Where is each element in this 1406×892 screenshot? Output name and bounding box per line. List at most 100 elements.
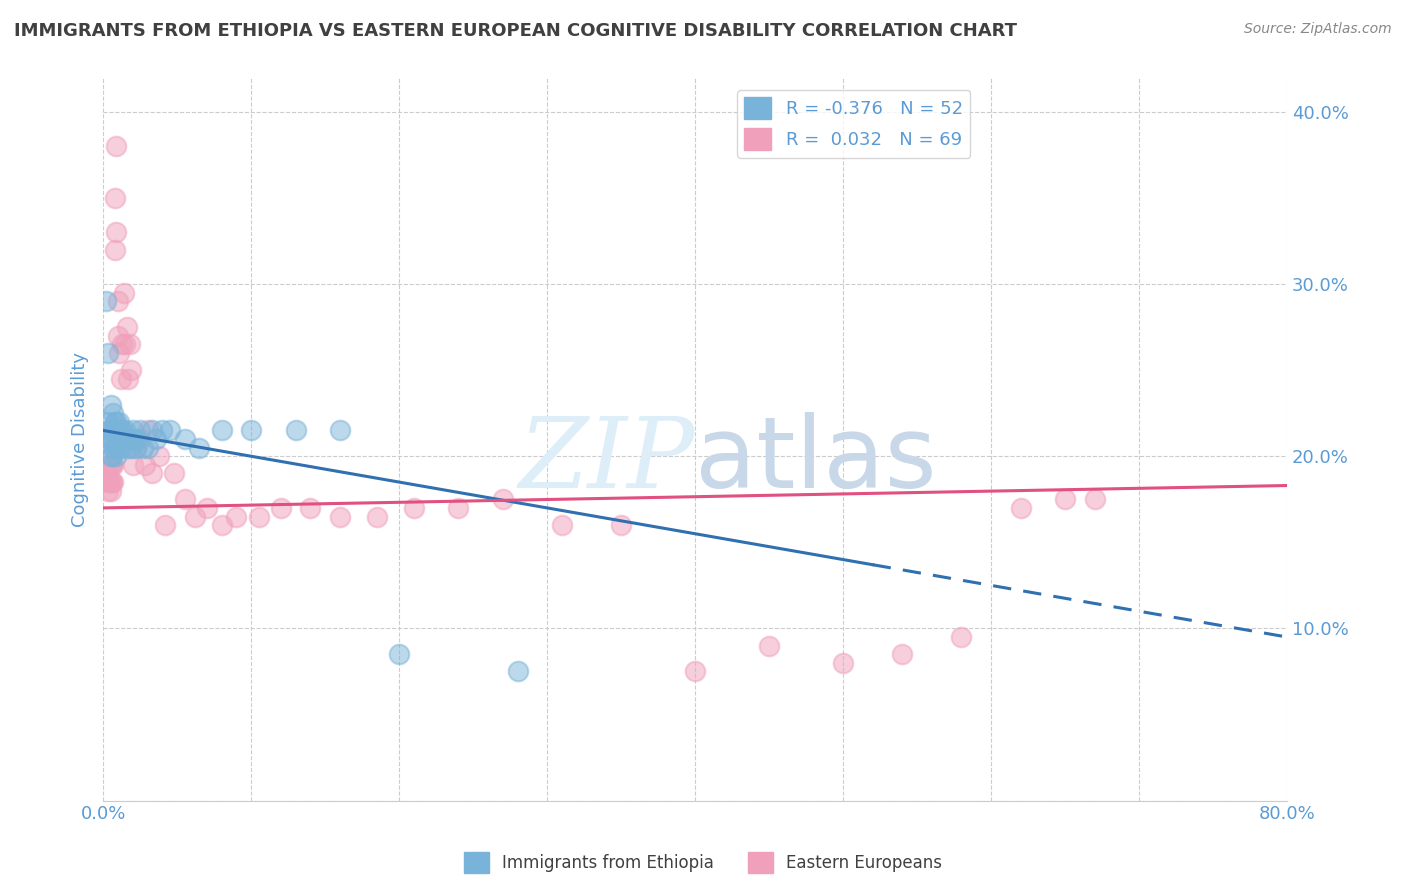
Point bbox=[329, 424, 352, 438]
Point bbox=[120, 441, 142, 455]
Text: IMMIGRANTS FROM ETHIOPIA VS EASTERN EUROPEAN COGNITIVE DISABILITY CORRELATION CH: IMMIGRANTS FROM ETHIOPIA VS EASTERN EURO… bbox=[14, 22, 1017, 40]
Point bbox=[211, 424, 233, 438]
Point bbox=[108, 432, 131, 446]
Point bbox=[100, 475, 122, 489]
Point bbox=[240, 424, 263, 438]
Point bbox=[299, 500, 322, 515]
Point bbox=[100, 398, 122, 412]
Point bbox=[188, 441, 211, 455]
Point bbox=[173, 432, 195, 446]
Point bbox=[127, 432, 149, 446]
Point bbox=[100, 449, 122, 463]
Point bbox=[107, 424, 129, 438]
Point bbox=[110, 441, 132, 455]
Point bbox=[683, 665, 706, 679]
Text: Source: ZipAtlas.com: Source: ZipAtlas.com bbox=[1244, 22, 1392, 37]
Point bbox=[117, 372, 139, 386]
Point bbox=[111, 337, 134, 351]
Point bbox=[950, 630, 973, 644]
Point bbox=[551, 518, 574, 533]
Point bbox=[136, 441, 159, 455]
Point bbox=[111, 424, 134, 438]
Point bbox=[150, 424, 173, 438]
Point bbox=[97, 475, 120, 489]
Point bbox=[107, 294, 129, 309]
Point bbox=[100, 458, 122, 472]
Point bbox=[104, 424, 127, 438]
Point bbox=[132, 441, 155, 455]
Point bbox=[103, 406, 125, 420]
Point bbox=[101, 475, 124, 489]
Point bbox=[122, 432, 145, 446]
Point bbox=[105, 139, 128, 153]
Point bbox=[145, 432, 167, 446]
Point bbox=[105, 226, 128, 240]
Point bbox=[758, 639, 780, 653]
Point bbox=[94, 467, 117, 481]
Point bbox=[1054, 492, 1077, 507]
Point bbox=[98, 458, 121, 472]
Text: ZIP: ZIP bbox=[519, 413, 695, 508]
Point bbox=[1084, 492, 1107, 507]
Y-axis label: Cognitive Disability: Cognitive Disability bbox=[72, 351, 89, 526]
Point bbox=[492, 492, 515, 507]
Point bbox=[104, 191, 127, 205]
Point bbox=[141, 424, 163, 438]
Point bbox=[159, 424, 181, 438]
Point bbox=[388, 647, 411, 661]
Point bbox=[129, 424, 152, 438]
Point bbox=[112, 432, 135, 446]
Point bbox=[141, 467, 163, 481]
Point bbox=[98, 432, 121, 446]
Point bbox=[163, 467, 186, 481]
Point bbox=[112, 285, 135, 300]
Point bbox=[115, 432, 138, 446]
Point bbox=[506, 665, 529, 679]
Point bbox=[117, 441, 139, 455]
Point bbox=[329, 509, 352, 524]
Point bbox=[211, 518, 233, 533]
Point bbox=[891, 647, 914, 661]
Point bbox=[121, 424, 143, 438]
Point bbox=[270, 500, 292, 515]
Point bbox=[101, 449, 124, 463]
Point bbox=[155, 518, 177, 533]
Point bbox=[125, 441, 148, 455]
Point bbox=[98, 475, 121, 489]
Point bbox=[284, 424, 307, 438]
Point bbox=[103, 432, 125, 446]
Point bbox=[148, 449, 170, 463]
Point bbox=[184, 509, 207, 524]
Point bbox=[107, 328, 129, 343]
Point bbox=[1010, 500, 1032, 515]
Point bbox=[115, 320, 138, 334]
Point bbox=[103, 441, 125, 455]
Point bbox=[105, 415, 128, 429]
Point bbox=[108, 415, 131, 429]
Point bbox=[101, 424, 124, 438]
Point bbox=[225, 509, 247, 524]
Point bbox=[105, 449, 128, 463]
Text: atlas: atlas bbox=[695, 412, 936, 509]
Point bbox=[125, 441, 148, 455]
Point bbox=[108, 346, 131, 360]
Point bbox=[366, 509, 388, 524]
Point bbox=[832, 656, 855, 670]
Point bbox=[97, 415, 120, 429]
Legend: R = -0.376   N = 52, R =  0.032   N = 69: R = -0.376 N = 52, R = 0.032 N = 69 bbox=[737, 90, 970, 158]
Point bbox=[173, 492, 195, 507]
Point bbox=[121, 458, 143, 472]
Point bbox=[105, 424, 128, 438]
Point bbox=[114, 424, 136, 438]
Point bbox=[97, 483, 120, 498]
Point bbox=[136, 424, 159, 438]
Point bbox=[107, 441, 129, 455]
Point bbox=[118, 432, 141, 446]
Point bbox=[610, 518, 633, 533]
Point bbox=[129, 432, 152, 446]
Point bbox=[101, 458, 124, 472]
Point bbox=[101, 432, 124, 446]
Point bbox=[195, 500, 218, 515]
Point bbox=[100, 483, 122, 498]
Point bbox=[103, 458, 125, 472]
